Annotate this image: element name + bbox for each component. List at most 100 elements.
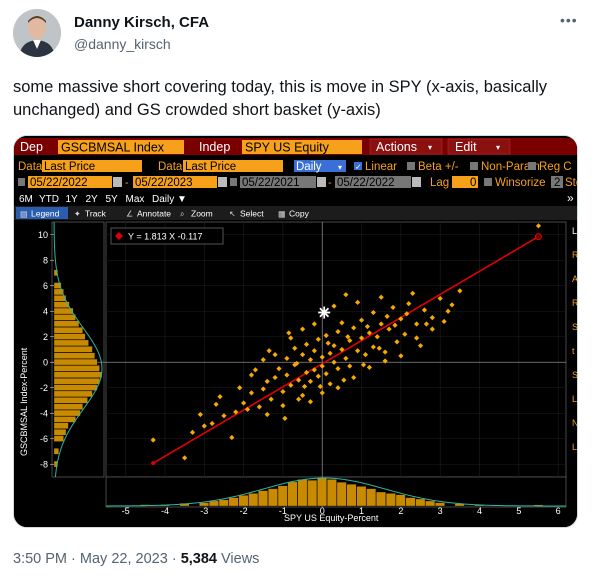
tool-copy[interactable]: ▦ Copy <box>278 209 310 219</box>
data-field-1-bg[interactable] <box>42 160 142 172</box>
more-horizontal-icon[interactable]: ••• <box>560 12 578 28</box>
scatter-point <box>319 363 325 369</box>
scatter-point <box>351 325 357 331</box>
scatter-point <box>335 366 341 372</box>
scatter-point <box>360 362 367 368</box>
avatar[interactable] <box>13 9 61 57</box>
beta-checkbox[interactable] <box>407 162 415 170</box>
tool-select[interactable]: ↖ Select <box>229 209 264 219</box>
x-tick-label: 2 <box>398 506 403 516</box>
latest-point-marker <box>318 306 331 319</box>
date-checkbox[interactable] <box>18 178 25 186</box>
scatter-point <box>311 348 317 354</box>
date-field-4-bg[interactable] <box>335 176 411 188</box>
x-hist-bar <box>385 493 396 507</box>
period-max[interactable]: Max <box>126 194 145 205</box>
scatter-point <box>402 331 408 337</box>
tool-legend[interactable]: ▤ Legend <box>20 209 60 219</box>
scatter-point <box>457 288 463 294</box>
freq-select-bg[interactable] <box>294 160 346 172</box>
tool-label: Select <box>240 209 264 219</box>
y-tick-label: 8 <box>43 255 48 265</box>
tool-zoom[interactable]: ⌕ Zoom <box>180 209 213 219</box>
date-field-4: 05/22/2022 <box>337 177 395 189</box>
y-hist-bar <box>53 269 58 276</box>
calendar-icon[interactable] <box>218 177 227 187</box>
date-field-2-bg[interactable] <box>133 176 217 188</box>
timestamp-separator: · <box>171 551 177 567</box>
calendar-icon[interactable] <box>412 177 421 187</box>
dep-field-bg[interactable] <box>58 140 184 154</box>
scatter-point <box>358 317 365 323</box>
date-field-1-bg[interactable] <box>28 176 112 188</box>
scatter-point <box>355 299 361 305</box>
calendar-icon[interactable] <box>113 177 122 187</box>
date-field-3-bg[interactable] <box>240 176 316 188</box>
period-6m[interactable]: 6M <box>19 194 33 205</box>
data-field-2: Last Price <box>185 161 236 173</box>
x-hist-bar <box>425 500 436 507</box>
y-histogram <box>53 221 103 478</box>
x-tick-label: 5 <box>516 506 521 516</box>
linear-checkbox[interactable] <box>354 162 362 170</box>
scatter-point <box>331 343 337 349</box>
tweet-timestamp[interactable]: 3:50 PM · May 22, 2023 · 5,384 Views <box>13 551 259 567</box>
y-hist-bar <box>53 397 88 404</box>
expand-chevron-icon[interactable]: » <box>567 191 574 205</box>
nonparam-checkbox[interactable] <box>470 162 478 170</box>
indep-field-bg[interactable] <box>242 140 362 154</box>
avatar-portrait <box>13 9 61 57</box>
data-field-2-bg[interactable] <box>183 160 283 172</box>
right-legend-glyph: A <box>572 274 578 284</box>
scatter-point <box>189 429 196 435</box>
scatter-point <box>307 399 314 405</box>
actions-menu-bg[interactable] <box>369 138 443 155</box>
tool-track[interactable]: ✦ Track <box>74 209 107 219</box>
x-tick-label: -5 <box>122 506 130 516</box>
right-legend-glyph: S <box>572 322 578 332</box>
author-name[interactable]: Danny Kirsch, CFA <box>74 14 210 31</box>
scatter-point <box>182 455 188 461</box>
regression-equation: Y = 1.813 X -0.117 <box>128 232 202 242</box>
winsorize-field-bg[interactable] <box>551 176 563 188</box>
scatter-point <box>429 315 435 321</box>
lag-field-bg[interactable] <box>452 176 478 188</box>
x-hist-bar <box>277 485 288 507</box>
scatter-point <box>384 313 390 319</box>
scatter-point <box>343 292 349 298</box>
y-hist-bar <box>53 416 76 423</box>
x-hist-bar <box>405 497 416 507</box>
std-dev-label: Std De <box>565 177 578 189</box>
x-hist-bar <box>356 486 367 507</box>
edit-menu-bg[interactable] <box>447 138 511 155</box>
tweet-media[interactable]: Dep GSCBMSAL Index Indep SPY US Equity A… <box>13 135 578 528</box>
x-hist-bar <box>327 479 337 507</box>
reg-checkbox[interactable] <box>528 162 536 170</box>
compare-checkbox[interactable] <box>230 178 237 186</box>
scatter-point <box>445 308 451 314</box>
tool-annotate[interactable]: ∠ Annotate <box>126 209 171 219</box>
scatter-point <box>229 434 235 441</box>
scatter-point <box>221 413 227 419</box>
scatter-point <box>382 349 388 355</box>
x-tick-label: 1 <box>359 506 364 516</box>
legend-tool-bg[interactable] <box>16 207 68 219</box>
period-1y[interactable]: 1Y <box>66 194 79 205</box>
scatter-point <box>296 396 302 402</box>
winsorize-checkbox[interactable] <box>484 178 492 186</box>
latest-point-ray <box>319 307 330 318</box>
period-freq-select[interactable]: Daily ▼ <box>152 194 187 205</box>
x-hist-bar <box>435 502 445 507</box>
equation-legend-box[interactable] <box>110 227 224 245</box>
scatter-point <box>241 400 247 406</box>
scatter-point <box>347 337 353 344</box>
period-2y[interactable]: 2Y <box>86 194 99 205</box>
y-hist-bar <box>53 378 100 385</box>
period-ytd[interactable]: YTD <box>39 194 59 205</box>
legend-icon: ▤ <box>20 210 28 219</box>
x-hist-bar <box>366 488 377 507</box>
winsorize-label: Winsorize <box>495 177 545 189</box>
author-handle[interactable]: @danny_kirsch <box>74 36 171 52</box>
calendar-icon[interactable] <box>317 177 326 187</box>
period-5y[interactable]: 5Y <box>106 194 119 205</box>
